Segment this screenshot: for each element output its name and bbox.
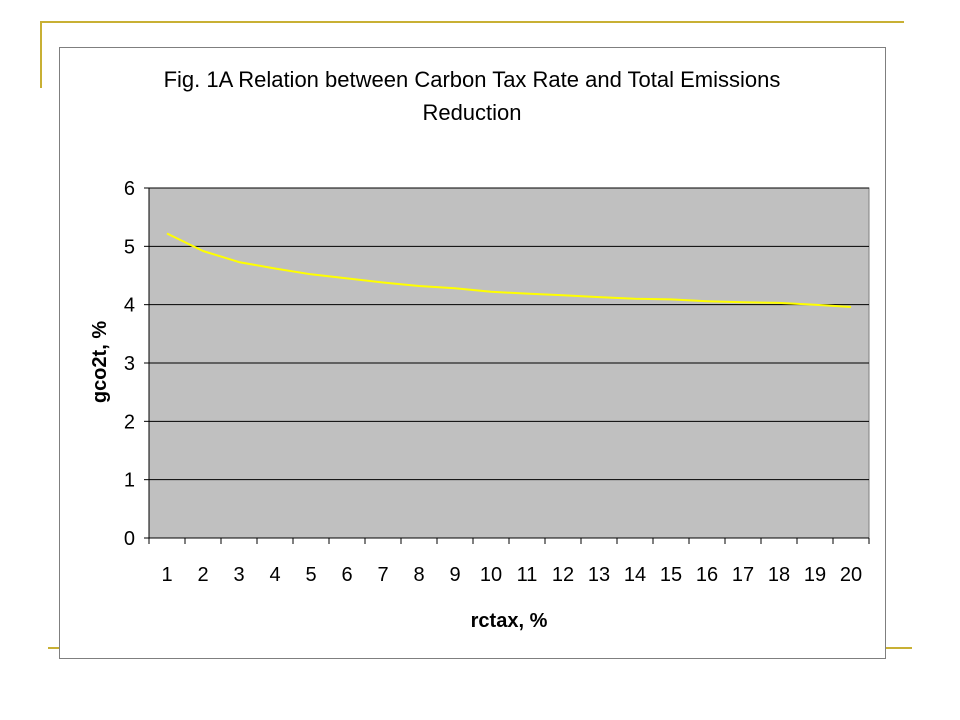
x-tick-label-8: 8	[413, 564, 424, 586]
x-axis-title: rctax, %	[471, 610, 548, 632]
x-tick-label-20: 20	[840, 564, 862, 586]
x-tick-label-17: 17	[732, 564, 754, 586]
x-tick-label-4: 4	[269, 564, 280, 586]
x-tick-label-12: 12	[552, 564, 574, 586]
y-tick-label-3: 3	[124, 353, 135, 375]
series-line-0	[166, 232, 852, 308]
axes	[144, 187, 870, 544]
x-tick-label-3: 3	[233, 564, 244, 586]
y-tick-label-0: 0	[124, 528, 135, 550]
y-tick-label-2: 2	[124, 411, 135, 433]
chart-area: Fig. 1A Relation between Carbon Tax Rate…	[59, 47, 886, 659]
gridlines	[149, 187, 869, 481]
series-layer	[166, 232, 852, 308]
y-tick-label-5: 5	[124, 236, 135, 258]
slide-decor-left-line	[40, 21, 42, 88]
x-tick-label-19: 19	[804, 564, 826, 586]
y-tick-label-4: 4	[124, 295, 135, 317]
y-axis-title: gco2t, %	[89, 321, 111, 403]
chart-title-line-1: Fig. 1A Relation between Carbon Tax Rate…	[164, 67, 781, 92]
x-tick-label-13: 13	[588, 564, 610, 586]
y-tick-label-6: 6	[124, 178, 135, 200]
x-tick-label-15: 15	[660, 564, 682, 586]
x-tick-label-6: 6	[341, 564, 352, 586]
chart-title-line-2: Reduction	[422, 100, 521, 125]
x-tick-label-5: 5	[305, 564, 316, 586]
x-tick-label-1: 1	[161, 564, 172, 586]
x-tick-label-9: 9	[449, 564, 460, 586]
x-tick-label-14: 14	[624, 564, 646, 586]
x-tick-label-2: 2	[197, 564, 208, 586]
x-tick-label-7: 7	[377, 564, 388, 586]
x-tick-label-11: 11	[517, 564, 538, 586]
slide-decor-top-line	[40, 21, 904, 23]
y-tick-label-1: 1	[124, 470, 135, 492]
x-tick-label-16: 16	[696, 564, 718, 586]
x-tick-label-18: 18	[768, 564, 790, 586]
x-tick-label-10: 10	[480, 564, 502, 586]
chart-svg: Fig. 1A Relation between Carbon Tax Rate…	[89, 67, 870, 632]
